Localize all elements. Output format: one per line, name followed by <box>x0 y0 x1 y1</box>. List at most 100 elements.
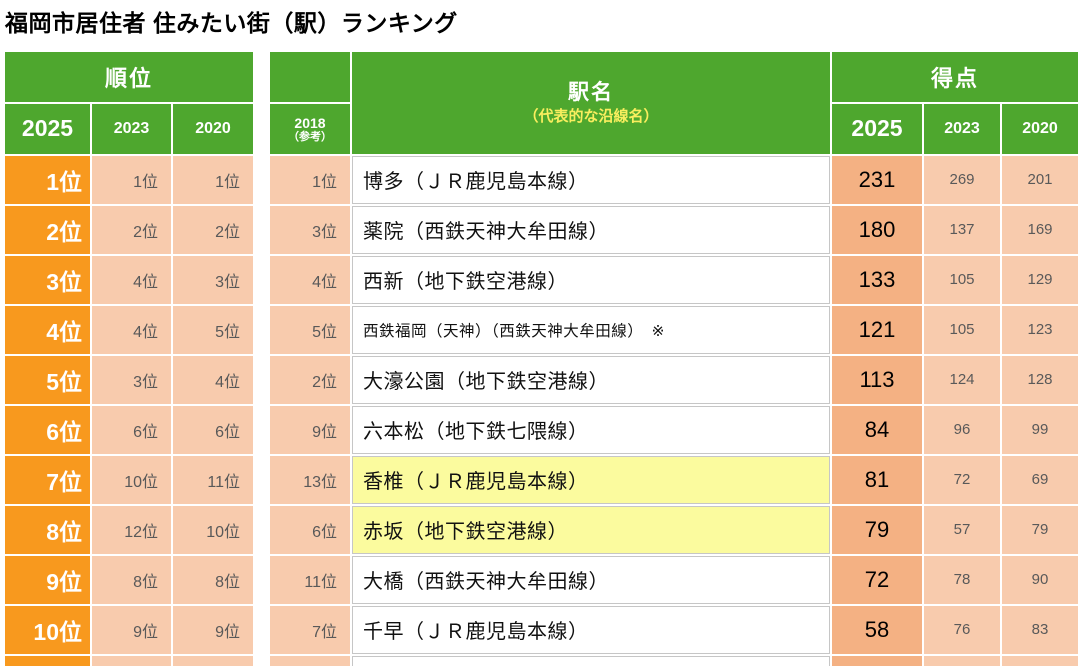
rank-2020-cell: 3位 <box>173 255 253 304</box>
score-2023-cell: 137 <box>924 205 1000 254</box>
station-name-cell <box>352 655 830 666</box>
station-name-cell: 大橋（西鉄天神大牟田線） <box>352 555 830 604</box>
station-name-cell: 西新（地下鉄空港線） <box>352 255 830 304</box>
rank-2020-cell: 2位 <box>173 205 253 254</box>
score-2020-cell: 99 <box>1002 405 1078 454</box>
score-2020-cell: 79 <box>1002 505 1078 554</box>
station-name-cell: 西鉄福岡（天神）（西鉄天神大牟田線） ※ <box>352 305 830 354</box>
header-score-year-2023: 2023 <box>924 103 1000 154</box>
rank-2018-cell: 1位 <box>270 155 350 204</box>
rank-2020-cell: 9位 <box>173 605 253 654</box>
score-2023-cell: 105 <box>924 255 1000 304</box>
rank-2023-cell: 6位 <box>92 405 171 454</box>
score-2020-cell: 169 <box>1002 205 1078 254</box>
score-2020-cell: 123 <box>1002 305 1078 354</box>
rank-2018-cell: 11位 <box>270 555 350 604</box>
header-score-group: 得点 <box>832 51 1078 102</box>
rank-2023-cell: 1位 <box>92 155 171 204</box>
ranking-page: 福岡市居住者 住みたい街（駅）ランキング 順位 駅名 （代表的な沿線名） 得点 … <box>0 9 1083 666</box>
header-rank-year-2025: 2025 <box>5 103 90 154</box>
rank-2025-cell: 6位 <box>5 405 90 454</box>
rank-2020-cell: 6位 <box>173 405 253 454</box>
score-2023-cell: 105 <box>924 305 1000 354</box>
rank-2025-cell: 5位 <box>5 355 90 404</box>
rank-2023-cell: 2位 <box>92 205 171 254</box>
rank-2023-cell <box>92 655 171 666</box>
station-name-cell: 赤坂（地下鉄空港線） <box>352 505 830 554</box>
header-ref-year-note: （参考） <box>288 130 332 143</box>
rank-2020-cell: 11位 <box>173 455 253 504</box>
rank-2018-cell: 9位 <box>270 405 350 454</box>
header-ref-blank-cell <box>270 51 350 102</box>
rank-2023-cell: 4位 <box>92 255 171 304</box>
rank-2018-cell: 7位 <box>270 605 350 654</box>
header-station-title: 駅名 <box>568 81 614 105</box>
ranking-table: 順位 駅名 （代表的な沿線名） 得点 2025 2023 2020 2018 （… <box>5 51 1078 666</box>
score-2020-cell: 128 <box>1002 355 1078 404</box>
header-rank-group: 順位 <box>5 51 253 102</box>
rank-2018-cell <box>270 655 350 666</box>
score-2023-cell: 269 <box>924 155 1000 204</box>
score-2025-cell: 81 <box>832 455 922 504</box>
rank-2023-cell: 9位 <box>92 605 171 654</box>
rank-2020-cell: 5位 <box>173 305 253 354</box>
rank-2025-cell: 7位 <box>5 455 90 504</box>
score-2025-cell: 121 <box>832 305 922 354</box>
score-2025-cell: 84 <box>832 405 922 454</box>
score-2023-cell: 57 <box>924 505 1000 554</box>
rank-2025-cell: 4位 <box>5 305 90 354</box>
header-rank-year-2020: 2020 <box>173 103 253 154</box>
header-ref-year-2018: 2018 （参考） <box>270 103 350 154</box>
rank-2025-cell: 9位 <box>5 555 90 604</box>
score-2025-cell <box>832 655 922 666</box>
rank-2023-cell: 3位 <box>92 355 171 404</box>
rank-2023-cell: 4位 <box>92 305 171 354</box>
rank-2020-cell: 1位 <box>173 155 253 204</box>
rank-2023-cell: 12位 <box>92 505 171 554</box>
header-score-year-2025: 2025 <box>832 103 922 154</box>
score-2023-cell <box>924 655 1000 666</box>
score-2020-cell: 201 <box>1002 155 1078 204</box>
station-name-cell: 香椎（ＪＲ鹿児島本線） <box>352 455 830 504</box>
score-2025-cell: 180 <box>832 205 922 254</box>
header-station-group: 駅名 （代表的な沿線名） <box>352 51 830 154</box>
rank-2018-cell: 13位 <box>270 455 350 504</box>
header-rank-year-2023: 2023 <box>92 103 171 154</box>
score-2025-cell: 72 <box>832 555 922 604</box>
score-2020-cell: 83 <box>1002 605 1078 654</box>
score-2025-cell: 113 <box>832 355 922 404</box>
score-2023-cell: 72 <box>924 455 1000 504</box>
score-2023-cell: 124 <box>924 355 1000 404</box>
rank-2023-cell: 8位 <box>92 555 171 604</box>
score-2025-cell: 231 <box>832 155 922 204</box>
score-2020-cell: 129 <box>1002 255 1078 304</box>
rank-2025-cell: 3位 <box>5 255 90 304</box>
score-2020-cell <box>1002 655 1078 666</box>
rank-2018-cell: 2位 <box>270 355 350 404</box>
score-2023-cell: 96 <box>924 405 1000 454</box>
rank-2025-cell: 8位 <box>5 505 90 554</box>
rank-2023-cell: 10位 <box>92 455 171 504</box>
rank-2018-cell: 4位 <box>270 255 350 304</box>
rank-2020-cell: 8位 <box>173 555 253 604</box>
score-2020-cell: 69 <box>1002 455 1078 504</box>
station-name-cell: 六本松（地下鉄七隈線） <box>352 405 830 454</box>
rank-2018-cell: 6位 <box>270 505 350 554</box>
header-ref-year-label: 2018 <box>294 114 326 131</box>
rank-2020-cell: 10位 <box>173 505 253 554</box>
rank-2025-cell: 2位 <box>5 205 90 254</box>
rank-2025-cell: 1位 <box>5 155 90 204</box>
station-name-cell: 博多（ＪＲ鹿児島本線） <box>352 155 830 204</box>
score-2023-cell: 76 <box>924 605 1000 654</box>
rank-2020-cell <box>173 655 253 666</box>
score-2023-cell: 78 <box>924 555 1000 604</box>
header-score-year-2020: 2020 <box>1002 103 1078 154</box>
score-2025-cell: 133 <box>832 255 922 304</box>
page-title: 福岡市居住者 住みたい街（駅）ランキング <box>5 10 458 36</box>
station-name-cell: 千早（ＪＲ鹿児島本線） <box>352 605 830 654</box>
rank-2025-cell <box>5 655 90 666</box>
rank-2025-cell: 10位 <box>5 605 90 654</box>
header-station-subtitle: （代表的な沿線名） <box>523 107 659 125</box>
station-name-cell: 薬院（西鉄天神大牟田線） <box>352 205 830 254</box>
rank-2018-cell: 3位 <box>270 205 350 254</box>
